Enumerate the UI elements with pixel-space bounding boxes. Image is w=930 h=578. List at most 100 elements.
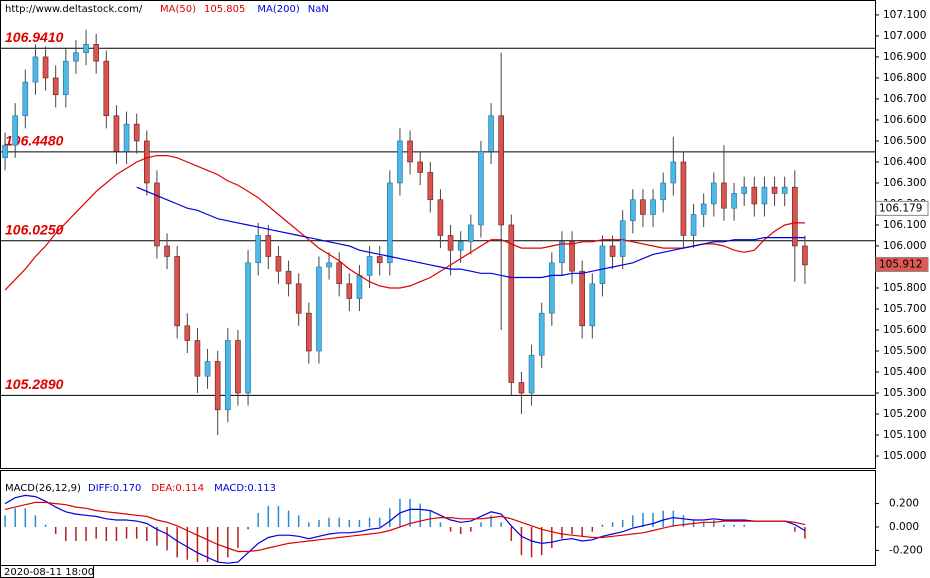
candle-body — [407, 140, 413, 163]
candle-body — [194, 340, 201, 377]
candle-body — [52, 77, 59, 96]
candle-body — [589, 283, 596, 327]
candle-body — [265, 235, 272, 257]
candle-body — [164, 245, 170, 257]
candle-body — [184, 325, 191, 341]
y-tick-label: 106.900 — [883, 51, 926, 63]
y-tick-label: 105.300 — [883, 387, 926, 399]
level-label: 106.4480 — [5, 133, 64, 149]
candle-body — [356, 275, 363, 299]
y-tick-label: 106.100 — [883, 219, 926, 231]
candle-body — [457, 241, 464, 251]
legend-name: MA(50) — [160, 4, 196, 15]
price-marker — [875, 256, 929, 272]
candle-body — [316, 266, 322, 352]
y-tick-label: 105.800 — [883, 282, 926, 294]
candle-body — [721, 182, 727, 209]
candle-body — [478, 151, 484, 226]
candle-body — [255, 235, 261, 264]
y-tick-label: 105.100 — [883, 429, 926, 441]
candle-body — [144, 140, 150, 184]
candle-body — [306, 312, 312, 352]
candle-body — [579, 270, 585, 327]
candle-body — [559, 241, 565, 264]
candle-body — [792, 186, 798, 247]
candle-body — [680, 161, 687, 236]
candle-body — [245, 262, 251, 394]
candle-body — [781, 186, 788, 194]
legend-name: MA(200) — [257, 4, 299, 15]
candle-body — [285, 270, 292, 285]
y-tick-label: 105.500 — [883, 345, 926, 357]
candle-body — [387, 182, 393, 264]
y-tick-label: 105.200 — [883, 408, 926, 420]
candle-body — [93, 44, 99, 62]
y-tick-label: 106.000 — [883, 240, 926, 252]
y-tick-label: 106.800 — [883, 72, 926, 84]
price-marker-label: 105.912 — [879, 258, 922, 270]
candle-body — [73, 52, 79, 62]
candle-body — [154, 182, 160, 247]
candle-body — [326, 262, 332, 268]
candle-body — [650, 199, 656, 215]
y-tick-label: 105.600 — [883, 324, 926, 336]
legend-entry: DIFF:0.170 — [88, 483, 141, 494]
macd-line — [4, 501, 806, 553]
y-tick-label: 107.100 — [883, 9, 926, 21]
candle-body — [174, 256, 180, 327]
candle-body — [22, 81, 29, 117]
y-tick-label: 106.500 — [883, 135, 926, 147]
candle-body — [235, 340, 241, 394]
candle-body — [366, 256, 373, 276]
level-label: 105.2890 — [5, 376, 64, 392]
candle-body — [468, 224, 474, 243]
candle-body — [397, 140, 403, 184]
candle-body — [295, 283, 302, 314]
candle-body — [751, 186, 758, 205]
candle-body — [690, 214, 697, 236]
candle-body — [427, 172, 434, 201]
source-url: http://www.deltastock.com/ — [5, 4, 143, 15]
y-tick-label: 106.300 — [883, 177, 926, 189]
candle-body — [123, 123, 130, 152]
macd-line — [4, 494, 806, 564]
legend-value: NaN — [308, 4, 329, 15]
candle-body — [437, 199, 444, 236]
candle-body — [204, 361, 211, 377]
candle-body — [275, 256, 282, 272]
candle-body — [417, 161, 423, 173]
y-tick-label: 106.700 — [883, 93, 926, 105]
candle-body — [630, 199, 636, 222]
candle-body — [447, 235, 454, 251]
candle-body — [670, 161, 677, 184]
candle-body — [42, 56, 49, 79]
candle-body — [376, 256, 383, 264]
price-marker — [875, 200, 929, 216]
candle-body — [83, 44, 89, 54]
ma-line — [4, 155, 805, 291]
candle-body — [771, 186, 778, 194]
candle-body — [549, 262, 555, 314]
candle-body — [569, 241, 575, 272]
y-tick-label: 105.000 — [883, 450, 926, 462]
candle-body — [336, 262, 342, 285]
candle-body — [609, 245, 616, 257]
candle-body — [133, 123, 140, 142]
candle-body — [660, 182, 666, 201]
level-label: 106.0250 — [5, 221, 64, 237]
candle-body — [538, 312, 545, 356]
candle-body — [488, 115, 494, 152]
candle-body — [63, 60, 69, 96]
y-tick-label: 105.700 — [883, 303, 926, 315]
y-tick-label: 106.600 — [883, 114, 926, 126]
candle-body — [711, 182, 717, 205]
candle-body — [225, 340, 231, 411]
legend-entry: DEA:0.114 — [151, 483, 204, 494]
candle-body — [103, 60, 110, 117]
candle-body — [741, 186, 747, 194]
candle-body — [599, 245, 606, 285]
candle-body — [619, 220, 626, 257]
candle-body — [518, 382, 525, 394]
y-tick-label: 0.000 — [889, 521, 919, 533]
y-tick-label: 0.200 — [889, 498, 919, 510]
